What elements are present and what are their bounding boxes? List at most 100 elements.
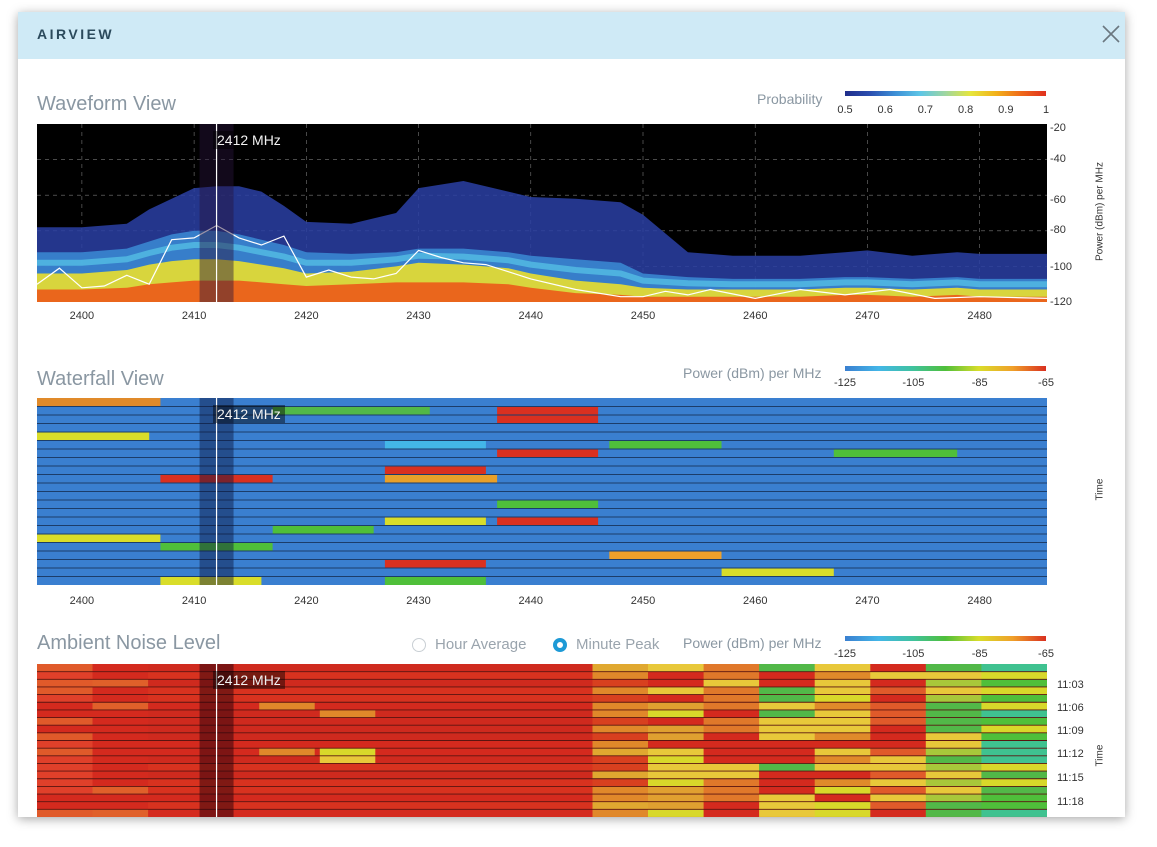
ambient-cell bbox=[37, 717, 94, 726]
waveform-plot[interactable] bbox=[37, 124, 1047, 302]
ambient-cell bbox=[37, 748, 94, 756]
ambient-cell bbox=[814, 694, 871, 703]
ambient-cell bbox=[648, 702, 705, 710]
ambient-cell bbox=[37, 794, 94, 802]
ambient-cell bbox=[925, 694, 982, 703]
ambient-cell bbox=[92, 748, 149, 756]
waveform-band-0.7-edge bbox=[37, 242, 1047, 288]
ambient-cell bbox=[981, 801, 1047, 810]
waterfall-legend-bar bbox=[845, 366, 1046, 371]
ambient-cell bbox=[925, 763, 982, 772]
ambient-cell bbox=[814, 748, 871, 756]
ambient-cell bbox=[37, 687, 94, 695]
waterfall-burst bbox=[497, 415, 599, 424]
ambient-cell bbox=[92, 709, 149, 718]
ambient-cell bbox=[814, 679, 871, 687]
ambient-cell bbox=[703, 671, 760, 680]
x-tick: 2430 bbox=[406, 310, 431, 322]
ambient-cell bbox=[759, 694, 816, 703]
ambient-cell bbox=[759, 687, 816, 695]
time-tick: 11:06 bbox=[1057, 702, 1084, 714]
ambient-cell bbox=[870, 771, 927, 779]
ambient-cell bbox=[37, 732, 94, 741]
ambient-cell bbox=[759, 740, 816, 749]
ambient-cell bbox=[148, 687, 594, 695]
ambient-cell bbox=[92, 778, 149, 787]
ambient-cell bbox=[92, 664, 149, 672]
waveform-y-axis: -20 -40 -60 -80 -100 -120 bbox=[1050, 122, 1090, 308]
ambient-cell bbox=[648, 671, 705, 680]
ambient-cell bbox=[592, 786, 649, 795]
ambient-cell bbox=[870, 732, 927, 741]
ambient-cell bbox=[592, 809, 649, 817]
ambient-cell bbox=[37, 709, 94, 718]
ambient-cell bbox=[592, 687, 649, 695]
ambient-cell bbox=[37, 702, 94, 710]
ambient-plot[interactable] bbox=[37, 664, 1047, 817]
ambient-cell bbox=[759, 763, 816, 772]
waterfall-burst bbox=[272, 525, 374, 534]
power-tick: -125 bbox=[833, 648, 857, 660]
ambient-cell bbox=[759, 709, 816, 718]
ambient-cell bbox=[92, 717, 149, 726]
ambient-cell bbox=[648, 786, 705, 795]
ambient-title: Ambient Noise Level bbox=[37, 632, 221, 654]
ambient-cell bbox=[148, 679, 594, 687]
waterfall-burst bbox=[384, 576, 486, 585]
ambient-cell bbox=[37, 740, 94, 749]
ambient-cell bbox=[703, 786, 760, 795]
ambient-cell bbox=[870, 671, 927, 680]
probability-tick: 0.8 bbox=[957, 104, 974, 116]
ambient-cell bbox=[814, 732, 871, 741]
ambient-cell bbox=[592, 702, 649, 710]
hour-average-radio[interactable]: Hour Average bbox=[412, 636, 526, 653]
waterfall-plot[interactable] bbox=[37, 398, 1047, 585]
ambient-cell bbox=[648, 763, 705, 772]
ambient-cell bbox=[981, 664, 1047, 672]
waterfall-legend-ticks: -125 -105 -85 -65 bbox=[834, 377, 1054, 391]
ambient-cell bbox=[148, 801, 594, 810]
probability-legend-ticks: 0.5 0.6 0.7 0.8 0.9 1 bbox=[837, 104, 1050, 118]
ambient-cell bbox=[925, 732, 982, 741]
ambient-cell bbox=[925, 794, 982, 802]
ambient-cell bbox=[37, 809, 94, 817]
ambient-cell bbox=[814, 763, 871, 772]
ambient-cell bbox=[92, 679, 149, 687]
waterfall-burst bbox=[609, 551, 722, 560]
minute-peak-label: Minute Peak bbox=[576, 636, 660, 653]
x-tick: 2470 bbox=[855, 595, 880, 607]
ambient-cell bbox=[37, 801, 94, 810]
ambient-cell bbox=[870, 755, 927, 764]
radio-off-icon bbox=[412, 637, 426, 652]
ambient-cell bbox=[925, 687, 982, 695]
close-button[interactable] bbox=[1099, 22, 1123, 46]
ambient-cell bbox=[648, 709, 705, 718]
time-tick: 11:18 bbox=[1057, 796, 1084, 808]
probability-legend-bar bbox=[845, 91, 1046, 96]
ambient-cell bbox=[148, 778, 594, 787]
waveform-y-label: Power (dBm) per MHz bbox=[1094, 162, 1106, 261]
minute-peak-radio[interactable]: Minute Peak bbox=[553, 636, 659, 653]
ambient-cell bbox=[148, 771, 594, 779]
ambient-cell bbox=[759, 725, 816, 733]
ambient-cell bbox=[759, 786, 816, 795]
ambient-cell bbox=[925, 671, 982, 680]
waterfall-burst bbox=[37, 398, 161, 407]
ambient-cell bbox=[648, 725, 705, 733]
ambient-cell bbox=[703, 709, 760, 718]
waterfall-cursor-label: 2412 MHz bbox=[213, 405, 285, 423]
ambient-cell bbox=[981, 679, 1047, 687]
ambient-cell bbox=[648, 717, 705, 726]
ambient-cell bbox=[148, 794, 594, 802]
ambient-cell bbox=[981, 732, 1047, 741]
ambient-cell bbox=[703, 702, 760, 710]
ambient-cell bbox=[981, 709, 1047, 718]
ambient-accent bbox=[259, 748, 315, 756]
ambient-cell bbox=[814, 740, 871, 749]
ambient-cell bbox=[814, 725, 871, 733]
probability-tick: 1 bbox=[1042, 104, 1050, 116]
ambient-cell bbox=[592, 755, 649, 764]
ambient-cell bbox=[92, 740, 149, 749]
ambient-cell bbox=[703, 740, 760, 749]
ambient-cell bbox=[37, 778, 94, 787]
